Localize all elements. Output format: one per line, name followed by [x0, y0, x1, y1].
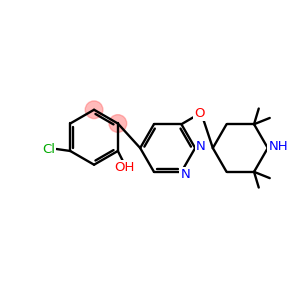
Text: OH: OH: [115, 161, 135, 174]
Text: N: N: [181, 168, 190, 181]
Text: NH: NH: [269, 140, 288, 153]
Text: Cl: Cl: [42, 142, 55, 155]
Circle shape: [109, 115, 127, 132]
Text: O: O: [194, 107, 204, 120]
Text: N: N: [196, 140, 206, 153]
Circle shape: [85, 101, 103, 119]
